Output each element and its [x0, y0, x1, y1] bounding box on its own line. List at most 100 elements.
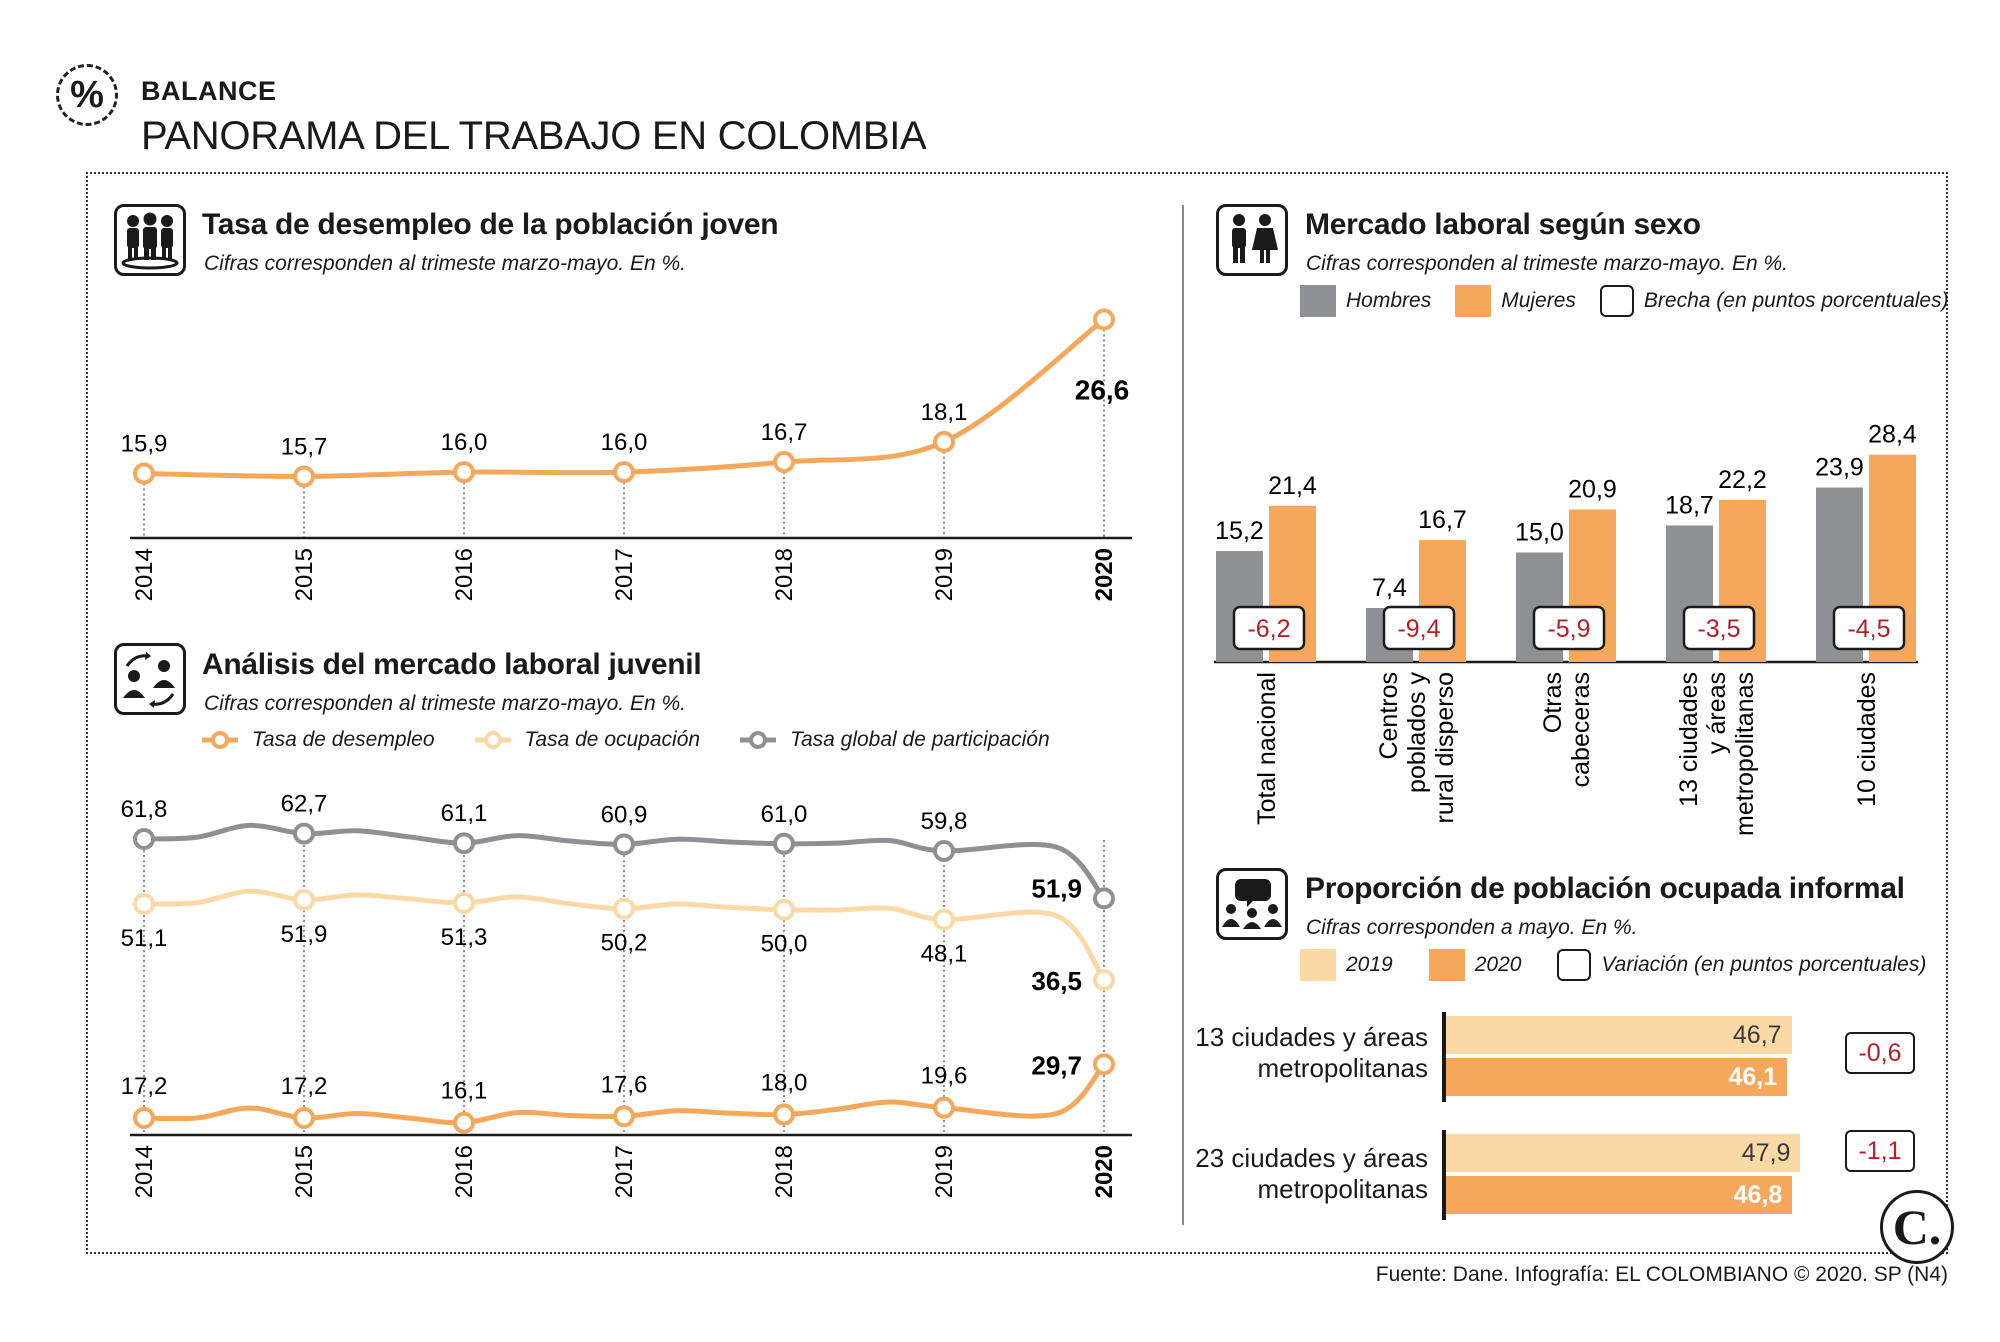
category-label: Total nacional	[1253, 672, 1281, 825]
x-tick-label: 2020	[1091, 1145, 1118, 1198]
data-point	[293, 822, 315, 845]
data-point	[1093, 308, 1115, 331]
data-point	[133, 462, 155, 485]
el-colombiano-logo: C.	[1880, 1190, 1954, 1264]
x-tick-label: 2017	[611, 548, 638, 601]
data-label: 48,1	[921, 941, 968, 968]
data-label: 61,1	[441, 800, 488, 827]
bar-label-mujeres: 21,4	[1268, 472, 1317, 500]
data-label: 15,7	[281, 433, 328, 460]
data-label: 62,7	[281, 791, 328, 818]
data-point	[293, 465, 315, 488]
gap-box	[1532, 605, 1606, 651]
x-tick-label: 2016	[451, 548, 478, 601]
legend-swatch-participacion	[740, 731, 777, 749]
data-point	[773, 1103, 795, 1126]
informal-category-label: 23 ciudades y áreas metropolitanas	[1195, 1143, 1428, 1205]
legend-swatch-2020	[1428, 949, 1465, 981]
x-tick-label: 2018	[771, 548, 798, 601]
data-point	[613, 1105, 635, 1128]
informal-bar-2019: 46,7	[1446, 1016, 1792, 1054]
data-point	[1093, 887, 1115, 910]
data-label: 18,1	[921, 399, 968, 426]
legend-label-2020: 2020	[1474, 953, 1522, 976]
legend-swatch-ocupacion	[474, 731, 511, 749]
informal-bar-label: 46,1	[1728, 1062, 1778, 1091]
category-label: metropolitanas	[1731, 672, 1759, 836]
data-point	[773, 832, 795, 855]
speech-people-icon	[1216, 868, 1288, 940]
youth-unemployment-subtitle: Cifras corresponden al trimeste marzo-ma…	[204, 252, 687, 275]
legend-label-mujeres: Mujeres	[1501, 289, 1576, 312]
section-kicker: BALANCE	[141, 76, 277, 106]
youth-unemployment-chart: 15,9 2014 15,7 2015 16,0 2016 16,0 2017 16,7 2018…	[121, 308, 1132, 601]
legend-swatch-2019	[1300, 949, 1336, 981]
category-label: y áreas	[1703, 672, 1731, 754]
category-label: poblados y	[1403, 672, 1431, 793]
x-tick-label: 2016	[451, 1145, 478, 1198]
informal-variation-label: -0,6	[1858, 1038, 1902, 1067]
data-label: 51,9	[281, 921, 328, 948]
data-label: 50,0	[761, 931, 808, 958]
x-tick-label: 2014	[131, 1145, 158, 1198]
people-group-icon	[114, 204, 186, 276]
data-label: 16,1	[441, 1078, 488, 1105]
data-label: 19,6	[921, 1063, 968, 1090]
gap-label: -4,5	[1847, 615, 1890, 643]
data-label: 15,9	[121, 431, 168, 458]
data-point	[773, 898, 795, 921]
informal-variation-label: -1,1	[1858, 1136, 1902, 1165]
category-label: 13 ciudades	[1675, 672, 1703, 807]
data-label: 16,0	[601, 429, 648, 456]
bar-label-mujeres: 22,2	[1718, 466, 1767, 494]
gap-label: -3,5	[1697, 615, 1740, 643]
legend-swatch-hombres	[1300, 285, 1336, 317]
data-label: 16,0	[441, 429, 488, 456]
informal-category-line: metropolitanas	[1257, 1174, 1428, 1204]
legend-swatch-desempleo	[202, 731, 238, 749]
gap-label: -5,9	[1547, 615, 1590, 643]
data-label: 51,3	[441, 924, 488, 951]
gap-box	[1682, 605, 1756, 651]
category-label: rural disperso	[1431, 672, 1459, 823]
informal-category-line: 13 ciudades y áreas	[1195, 1022, 1428, 1052]
informal-axis	[1442, 1012, 1446, 1102]
data-label: 16,7	[761, 419, 808, 446]
bar-label-hombres: 7,4	[1372, 574, 1407, 602]
x-tick-label: 2015	[291, 1145, 318, 1198]
percent-icon: %	[56, 64, 118, 126]
youth-unemployment-title: Tasa de desempleo de la población joven	[202, 208, 779, 241]
content-frame	[86, 172, 1948, 1254]
data-label: 17,2	[121, 1073, 168, 1100]
legend-label-ocupacion: Tasa de ocupación	[524, 728, 701, 751]
data-label: 61,8	[121, 796, 168, 823]
exchange-people-icon	[114, 643, 186, 715]
data-point	[133, 893, 155, 915]
gap-box	[1232, 605, 1306, 651]
data-label: 17,2	[281, 1073, 328, 1100]
data-label: 60,9	[601, 801, 648, 828]
legend-swatch-variacion	[1557, 949, 1592, 981]
informal-bar-label: 47,9	[1741, 1138, 1791, 1167]
category-label: 10 ciudades	[1853, 672, 1881, 807]
data-point	[613, 897, 635, 920]
data-point	[933, 840, 955, 862]
data-label: 26,6	[1075, 374, 1130, 405]
legend-label-brecha: Brecha (en puntos porcentuales)	[1643, 289, 1949, 312]
data-point	[293, 888, 315, 911]
x-tick-label: 2017	[611, 1145, 638, 1198]
data-point	[453, 1111, 475, 1134]
data-point	[613, 833, 635, 856]
informal-bar-label: 46,8	[1733, 1180, 1783, 1209]
data-point	[773, 451, 795, 474]
data-point	[453, 891, 475, 914]
legend-label-participacion: Tasa global de participación	[790, 728, 1050, 751]
youth-market-subtitle: Cifras corresponden al trimeste marzo-ma…	[204, 692, 687, 715]
legend-label-hombres: Hombres	[1346, 289, 1432, 312]
bar-label-hombres: 23,9	[1815, 454, 1864, 482]
x-tick-label: 2020	[1091, 548, 1118, 601]
x-tick-label: 2018	[771, 1145, 798, 1198]
column-divider	[1182, 205, 1184, 1225]
logo-text: C.	[1892, 1199, 1942, 1255]
data-label: 61,0	[761, 801, 808, 828]
